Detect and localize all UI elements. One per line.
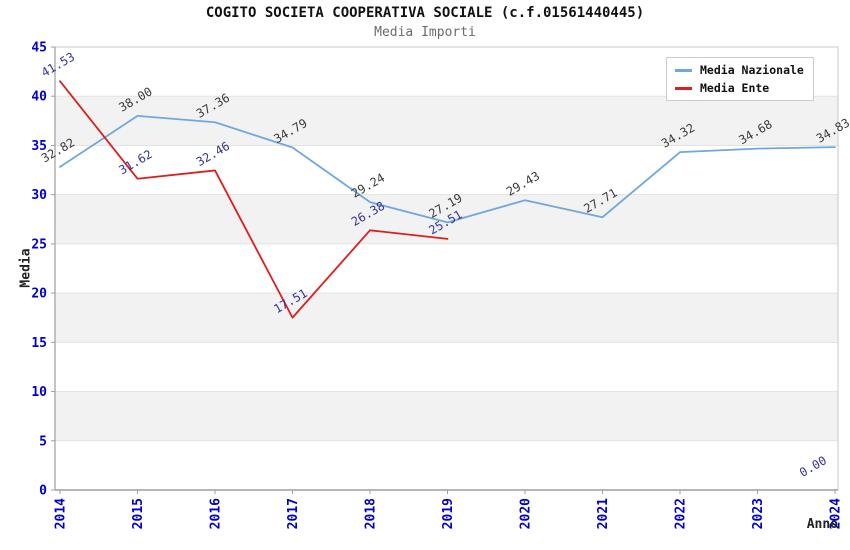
y-tick-label: 35: [31, 139, 47, 154]
x-tick-label: 2020: [519, 498, 534, 529]
chart-title: COGITO SOCIETA COOPERATIVA SOCIALE (c.f.…: [205, 5, 645, 21]
x-tick-label: 2019: [441, 498, 456, 529]
y-tick-label: 15: [31, 336, 47, 351]
y-tick-label: 45: [31, 41, 47, 56]
x-tick-label: 2016: [209, 498, 224, 529]
plot-band: [55, 96, 838, 146]
legend: Media Nazionale Media Ente: [666, 57, 814, 101]
series-line-media-nazionale: [59, 115, 836, 224]
y-tick-label: 5: [39, 434, 47, 449]
x-tick-label: 2023: [751, 498, 766, 529]
x-tick-label: 2022: [674, 498, 689, 529]
x-tick-label: 2014: [54, 498, 69, 529]
y-tick-label: 25: [31, 237, 47, 252]
data-label-media-ente: 0.00: [797, 453, 829, 480]
plot-band: [55, 293, 838, 343]
chart-subtitle: Media Importi: [374, 25, 476, 40]
y-tick-label: 40: [31, 90, 47, 105]
y-axis-title: Media: [18, 248, 34, 288]
y-tick-label: 20: [31, 287, 47, 302]
y-tick-label: 30: [31, 188, 47, 203]
x-tick-label: 2017: [286, 498, 301, 529]
series-line-media-ente: [59, 80, 449, 319]
legend-line-swatch-ente: [675, 86, 692, 90]
legend-item-media-ente: Media Ente: [675, 81, 804, 95]
plot-band: [55, 391, 838, 441]
x-tick-label: 2021: [596, 498, 611, 529]
legend-label-nazionale: Media Nazionale: [700, 63, 804, 77]
legend-label-ente: Media Ente: [700, 81, 770, 95]
plot-band: [55, 194, 838, 244]
y-tick-label: 0: [39, 484, 47, 499]
x-tick-label: 2024: [829, 498, 844, 529]
x-tick-label: 2015: [131, 498, 146, 529]
legend-line-swatch-nazionale: [675, 68, 692, 72]
data-label-media-ente: 31.62: [116, 147, 154, 177]
x-tick-label: 2018: [364, 498, 379, 529]
x-axis-title: Anno: [806, 517, 838, 532]
legend-item-media-nazionale: Media Nazionale: [675, 63, 804, 77]
y-tick-label: 10: [31, 385, 47, 400]
